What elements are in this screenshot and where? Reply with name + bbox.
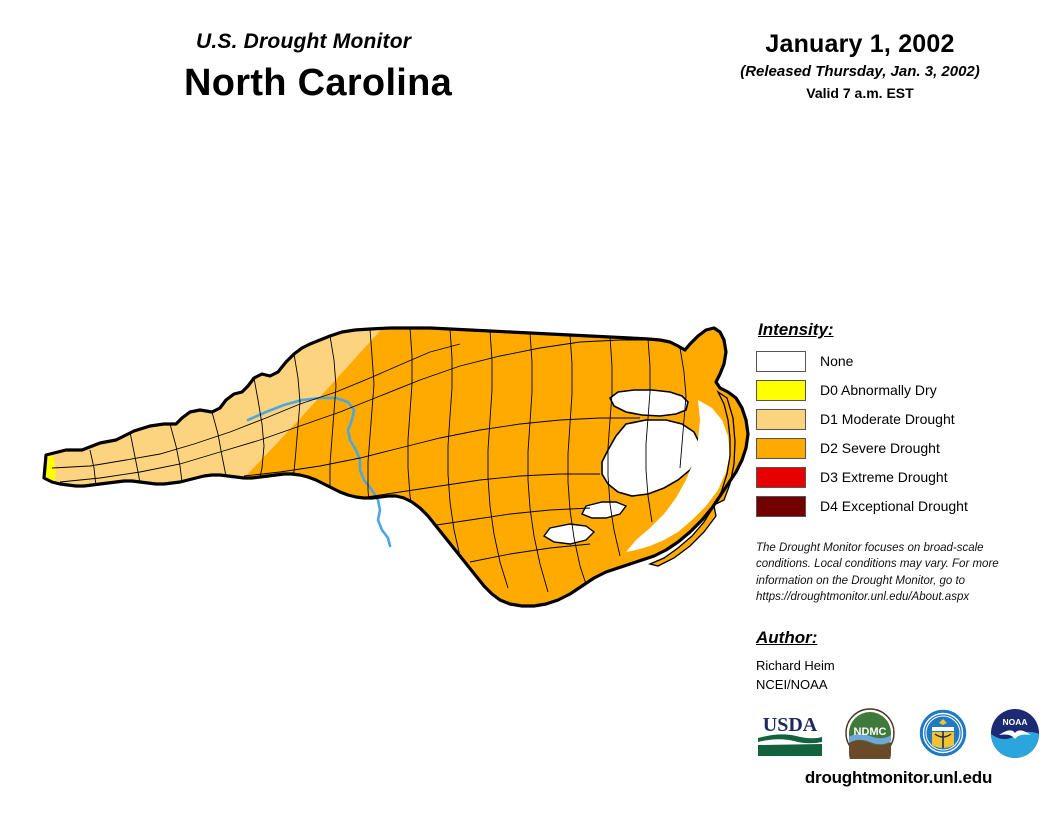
legend-item-d1[interactable]: D1 Moderate Drought <box>756 408 1046 430</box>
author-block: Author: Richard Heim NCEI/NOAA <box>756 628 1036 695</box>
page-title: North Carolina <box>184 62 453 104</box>
legend-label-d3: D3 Extreme Drought <box>820 469 948 485</box>
legend-swatch-d4 <box>756 495 806 517</box>
disclaimer-line-1: The Drought Monitor focuses on broad-sca… <box>756 542 984 554</box>
date-block: January 1, 2002 (Released Thursday, Jan.… <box>700 30 1020 101</box>
legend-item-d3[interactable]: D3 Extreme Drought <box>756 466 1046 488</box>
legend-swatch-d0 <box>756 379 806 401</box>
logo-row: USDA NDMC NOAA <box>756 704 1041 762</box>
disclaimer-link[interactable]: https://droughtmonitor.unl.edu/About.asp… <box>756 590 970 603</box>
legend-swatch-d2 <box>756 437 806 459</box>
usda-seal-logo <box>917 708 968 758</box>
header-subtitle: U.S. Drought Monitor <box>196 30 412 53</box>
legend-item-d4[interactable]: D4 Exceptional Drought <box>756 495 1046 517</box>
disclaimer-line-2: conditions. Local conditions may vary. F… <box>756 558 999 571</box>
svg-text:NDMC: NDMC <box>854 726 887 738</box>
valid-time: Valid 7 a.m. EST <box>806 85 914 101</box>
legend-label-none: None <box>820 353 854 369</box>
map-river <box>246 396 392 548</box>
north-carolina-map-svg[interactable] <box>30 300 760 660</box>
legend-swatch-none <box>756 350 806 372</box>
legend-label-d0: D0 Abnormally Dry <box>820 382 937 398</box>
release-date: (Released Thursday, Jan. 3, 2002) <box>740 63 980 80</box>
map-state-outline <box>42 326 750 608</box>
map-region-d1 <box>44 328 382 486</box>
legend-item-d0[interactable]: D0 Abnormally Dry <box>756 379 1046 401</box>
ndmc-logo: NDMC <box>845 708 896 759</box>
valid-date: January 1, 2002 <box>765 30 955 58</box>
legend-label-d1: D1 Moderate Drought <box>820 411 955 427</box>
drought-map[interactable] <box>30 300 760 660</box>
noaa-logo: NOAA <box>990 709 1039 758</box>
usda-logo: USDA <box>756 708 824 758</box>
author-affiliation: NCEI/NOAA <box>756 676 828 692</box>
legend-label-d4: D4 Exceptional Drought <box>820 498 968 514</box>
legend-item-d2[interactable]: D2 Severe Drought <box>756 437 1046 459</box>
map-county-lines <box>51 328 687 593</box>
svg-text:NOAA: NOAA <box>1002 717 1027 727</box>
site-url[interactable]: droughtmonitor.unl.edu <box>804 768 993 787</box>
legend-label-d2: D2 Severe Drought <box>820 440 940 456</box>
disclaimer-line-3: information on the Drought Monitor, go t… <box>756 574 966 587</box>
legend-item-none[interactable]: None <box>756 350 1046 372</box>
legend-heading: Intensity: <box>758 320 834 339</box>
svg-text:USDA: USDA <box>763 714 818 736</box>
author-heading: Author: <box>756 628 818 647</box>
author-name: Richard Heim <box>756 658 835 673</box>
disclaimer-text: The Drought Monitor focuses on broad-sca… <box>756 540 1024 605</box>
legend-swatch-d3 <box>756 466 806 488</box>
legend: Intensity: None D0 Abnormally Dry D1 Mod… <box>756 320 1046 524</box>
legend-swatch-d1 <box>756 408 806 430</box>
